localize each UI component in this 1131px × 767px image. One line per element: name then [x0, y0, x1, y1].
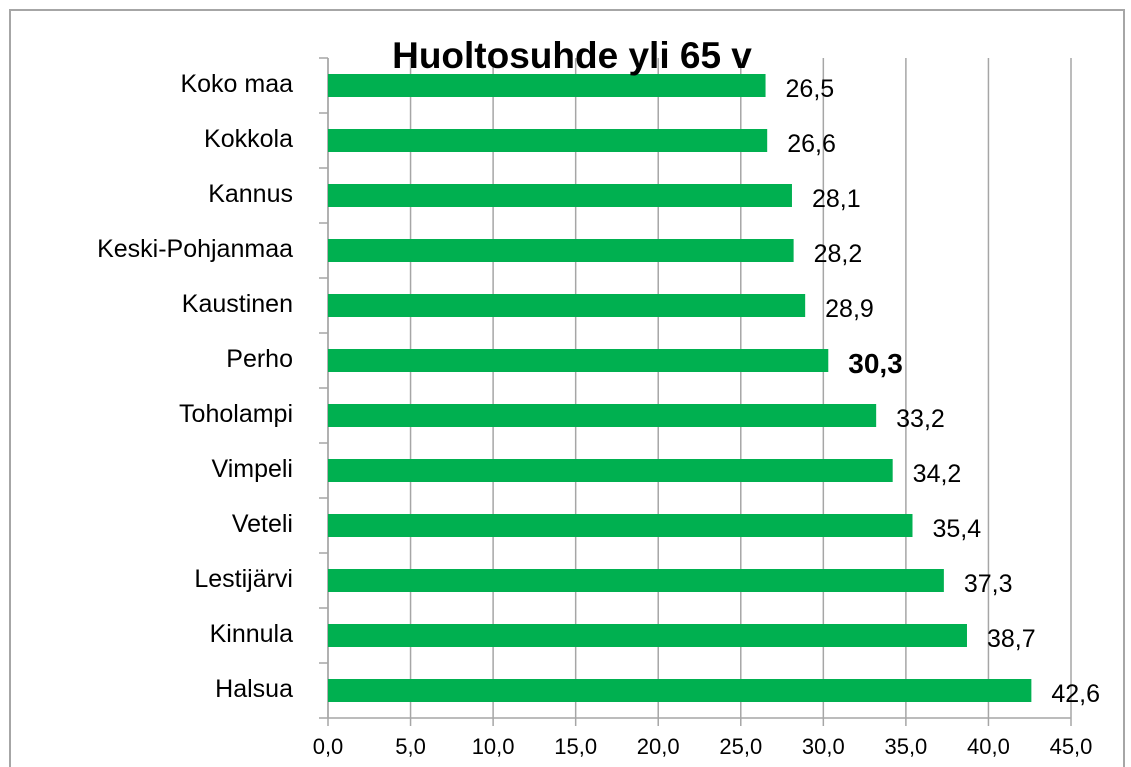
- x-tick-label: 20,0: [637, 734, 680, 759]
- y-tick-label: Lestijärvi: [194, 565, 293, 593]
- x-tick-label: 5,0: [395, 734, 426, 759]
- bar: [328, 184, 792, 207]
- bar: [328, 569, 944, 592]
- y-tick-label: Keski-Pohjanmaa: [97, 235, 293, 263]
- data-label: 35,4: [932, 515, 981, 543]
- bar: [328, 129, 768, 152]
- bar: [328, 459, 893, 482]
- data-label: 28,1: [812, 185, 861, 213]
- bar: [328, 294, 806, 317]
- y-tick-label: Halsua: [215, 675, 293, 703]
- bar: [328, 404, 877, 427]
- data-label: 33,2: [896, 405, 945, 433]
- data-label: 26,5: [786, 75, 835, 103]
- chart-title: Huoltosuhde yli 65 v: [392, 35, 752, 76]
- chart-border: [9, 9, 1125, 767]
- data-label: 26,6: [787, 130, 836, 158]
- y-tick-label: Veteli: [232, 510, 293, 538]
- bar: [328, 514, 913, 537]
- bar: [328, 74, 766, 97]
- grid: 0,0 5,0 10,0 15,0 20,0 25,0 30,0 35,0 40,0 45,0: [313, 57, 1093, 759]
- y-tick-label: Kokkola: [204, 125, 293, 153]
- y-tick-label: Kaustinen: [182, 290, 293, 318]
- marks: Koko maa 26,5 Kokkola 26,6 Kannus 28,1 Keski-P…: [97, 70, 1100, 708]
- bar: [328, 679, 1032, 702]
- x-tick-label: 0,0: [313, 734, 344, 759]
- data-label: 34,2: [913, 460, 962, 488]
- x-tick-label: 30,0: [802, 734, 845, 759]
- y-tick-label: Perho: [226, 345, 293, 373]
- data-label: 42,6: [1051, 680, 1100, 708]
- y-tick-label: Vimpeli: [211, 455, 293, 483]
- data-label: 30,3: [848, 348, 903, 379]
- x-tick-label: 25,0: [719, 734, 762, 759]
- bar: [328, 349, 829, 372]
- x-tick-label: 15,0: [554, 734, 597, 759]
- x-tick-label: 10,0: [472, 734, 515, 759]
- y-tick-label: Kannus: [208, 180, 293, 208]
- y-tick-label: Koko maa: [180, 70, 293, 98]
- y-tick-label: Kinnula: [210, 620, 293, 648]
- y-tick-label: Toholampi: [179, 400, 293, 428]
- data-label: 38,7: [987, 625, 1036, 653]
- x-tick-label: 35,0: [884, 734, 927, 759]
- bar: [328, 624, 967, 647]
- x-tick-label: 40,0: [967, 734, 1010, 759]
- data-label: 28,2: [814, 240, 863, 268]
- bar: [328, 239, 794, 262]
- data-label: 37,3: [964, 570, 1013, 598]
- x-tick-label: 45,0: [1050, 734, 1093, 759]
- data-label: 28,9: [825, 295, 874, 323]
